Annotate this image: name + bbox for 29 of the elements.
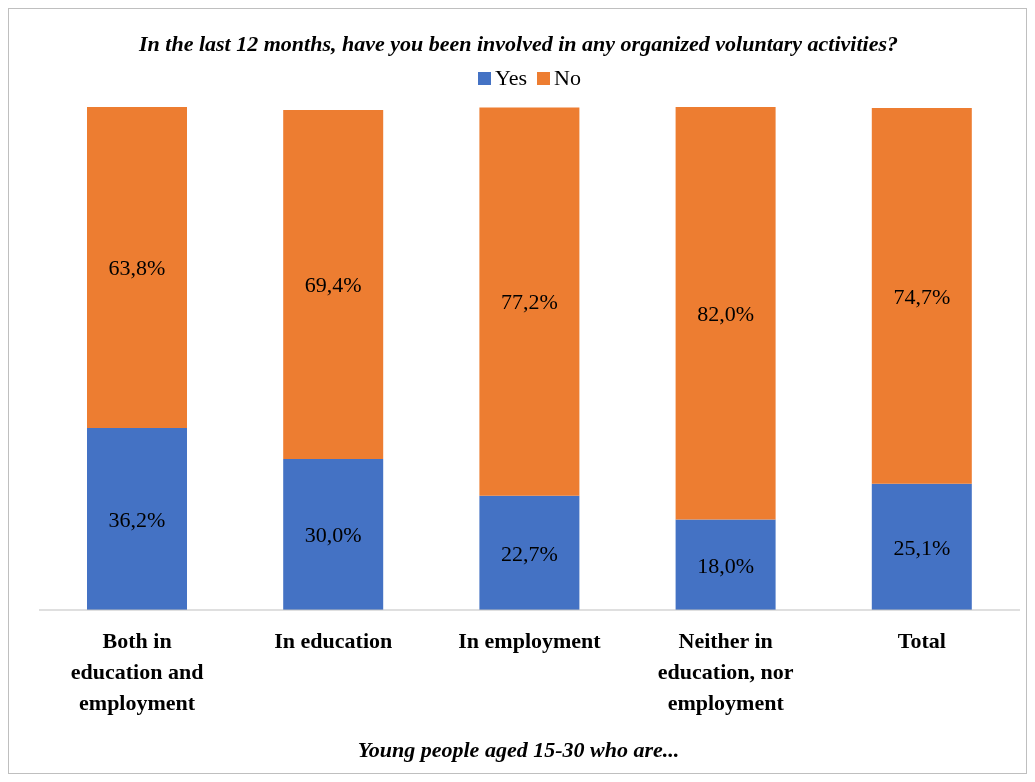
legend-label: No bbox=[553, 65, 581, 90]
bar bbox=[283, 459, 384, 610]
bar bbox=[871, 483, 972, 610]
data-label: 30,0% bbox=[304, 522, 362, 548]
bar bbox=[675, 519, 776, 610]
bar bbox=[871, 108, 972, 484]
bar bbox=[675, 107, 776, 520]
x-tick-label: Both in education and employment bbox=[70, 628, 204, 715]
bar bbox=[87, 427, 187, 610]
bar bbox=[283, 110, 384, 460]
data-label: 63,8% bbox=[108, 255, 166, 281]
data-label: 74,7% bbox=[893, 283, 951, 309]
data-label: 69,4% bbox=[304, 272, 362, 298]
x-tick-label: Total bbox=[897, 628, 946, 653]
x-axis-title: Young people aged 15-30 who are... bbox=[356, 737, 681, 763]
legend-label: Yes bbox=[494, 65, 528, 90]
x-tick-label: In employment bbox=[458, 628, 602, 653]
bar bbox=[87, 107, 187, 428]
x-tick-label: Neither in education, nor employment bbox=[657, 628, 794, 715]
chart-title: In the last 12 months, have you been involved in any organized voluntary activities? bbox=[138, 31, 899, 57]
data-label: 77,2% bbox=[500, 289, 558, 315]
data-label: 25,1% bbox=[893, 534, 951, 560]
x-tick-label: In education bbox=[274, 628, 393, 653]
bar bbox=[479, 495, 580, 610]
bar bbox=[479, 107, 580, 496]
data-label: 22,7% bbox=[500, 540, 558, 566]
data-label: 82,0% bbox=[697, 301, 755, 327]
data-label: 36,2% bbox=[108, 506, 166, 532]
data-label: 18,0% bbox=[697, 552, 755, 578]
